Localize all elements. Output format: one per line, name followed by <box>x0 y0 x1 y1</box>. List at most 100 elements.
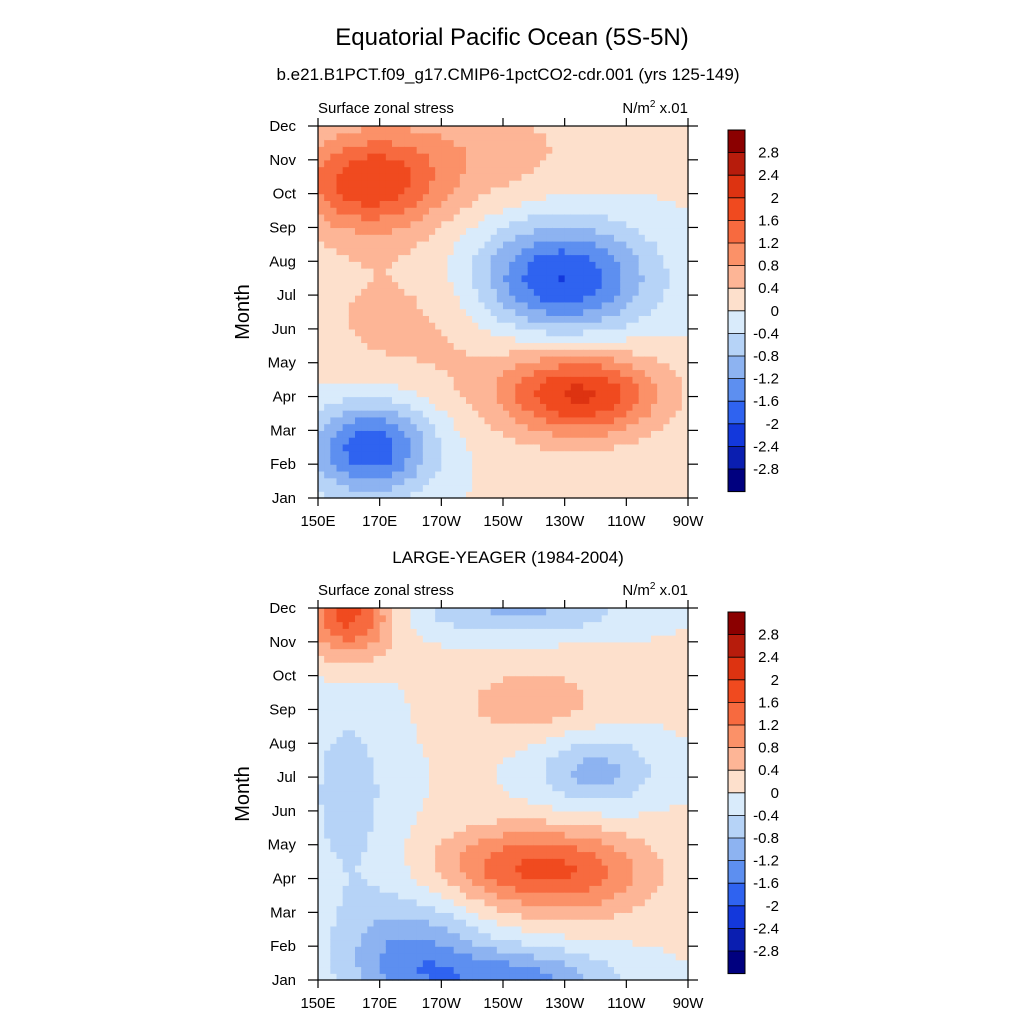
field-cell <box>595 457 603 465</box>
field-cell <box>546 349 553 357</box>
field-cell <box>379 403 387 411</box>
field-cell <box>472 342 479 350</box>
field-cell <box>318 437 325 445</box>
field-cell <box>657 457 664 465</box>
field-cell <box>626 315 634 323</box>
field-cell <box>398 159 405 168</box>
field-cell <box>379 247 387 256</box>
field-cell <box>435 668 442 677</box>
field-cell <box>379 702 387 711</box>
field-cell <box>318 804 325 812</box>
field-cell <box>404 126 412 134</box>
field-cell <box>453 416 461 425</box>
field-cell <box>355 851 362 859</box>
field-cell <box>681 220 689 229</box>
field-cell <box>422 892 430 900</box>
field-cell <box>429 851 436 859</box>
field-cell <box>466 844 473 853</box>
field-cell <box>392 925 399 934</box>
field-cell <box>490 322 498 330</box>
field-cell <box>416 349 424 357</box>
field-cell <box>429 173 436 181</box>
field-cell <box>651 430 658 438</box>
field-cell <box>336 709 344 717</box>
field-cell <box>398 668 405 677</box>
field-cell <box>318 464 325 472</box>
field-cell <box>342 608 350 616</box>
field-cell <box>570 315 578 323</box>
field-cell <box>527 200 535 208</box>
field-cell <box>441 410 449 418</box>
field-cell <box>632 159 640 168</box>
field-cell <box>675 295 683 303</box>
field-cell <box>404 268 412 276</box>
field-cell <box>367 865 375 873</box>
field-cell <box>429 608 436 616</box>
field-cell <box>478 824 486 832</box>
field-cell <box>589 349 597 357</box>
field-cell <box>367 430 375 438</box>
field-cell <box>435 844 442 853</box>
field-cell <box>459 635 467 643</box>
field-cell <box>410 281 418 289</box>
field-cell <box>496 261 504 269</box>
field-cell <box>404 790 412 798</box>
field-cell <box>490 166 498 174</box>
field-cell <box>651 389 658 398</box>
field-cell <box>367 220 375 229</box>
field-cell <box>651 200 658 208</box>
field-cell <box>490 220 498 229</box>
field-cell <box>422 186 430 195</box>
field-cell <box>398 328 405 337</box>
field-cell <box>459 295 467 303</box>
field-cell <box>583 159 590 168</box>
field-cell <box>533 254 541 262</box>
field-cell <box>515 166 523 174</box>
field-cell <box>404 491 412 499</box>
field-cell <box>441 871 449 880</box>
field-cell <box>342 396 350 404</box>
field-cell <box>533 396 541 404</box>
field-cell <box>459 810 467 819</box>
field-cell <box>398 837 405 846</box>
field-cell <box>527 186 535 195</box>
field-cell <box>441 234 449 242</box>
field-cell <box>478 614 486 623</box>
field-cell <box>416 180 424 188</box>
field-cell <box>490 153 498 161</box>
field-cell <box>429 180 436 188</box>
field-cell <box>459 750 467 758</box>
field-cell <box>472 641 479 650</box>
field-cell <box>626 403 634 411</box>
field-cell <box>324 416 331 425</box>
field-cell <box>330 146 338 154</box>
field-cell <box>410 416 418 425</box>
field-cell <box>540 450 547 459</box>
field-cell <box>546 383 553 391</box>
field-cell <box>552 355 560 364</box>
field-cell <box>589 240 597 249</box>
field-cell <box>466 369 473 377</box>
field-cell <box>564 288 572 296</box>
field-cell <box>429 288 436 296</box>
field-cell <box>651 288 658 296</box>
field-cell <box>459 655 467 663</box>
field-cell <box>318 797 325 805</box>
field-cell <box>552 383 560 391</box>
field-cell <box>651 328 658 337</box>
field-cell <box>503 274 510 283</box>
field-cell <box>515 213 523 222</box>
field-cell <box>509 410 516 418</box>
field-cell <box>422 932 430 941</box>
field-cell <box>626 268 634 276</box>
field-cell <box>348 682 356 690</box>
field-cell <box>577 288 584 296</box>
field-cell <box>527 430 535 438</box>
field-cell <box>620 369 627 377</box>
field-cell <box>361 628 368 636</box>
field-cell <box>422 220 430 229</box>
field-cell <box>558 315 566 323</box>
field-cell <box>527 301 535 310</box>
field-cell <box>447 443 455 452</box>
field-cell <box>620 464 627 472</box>
